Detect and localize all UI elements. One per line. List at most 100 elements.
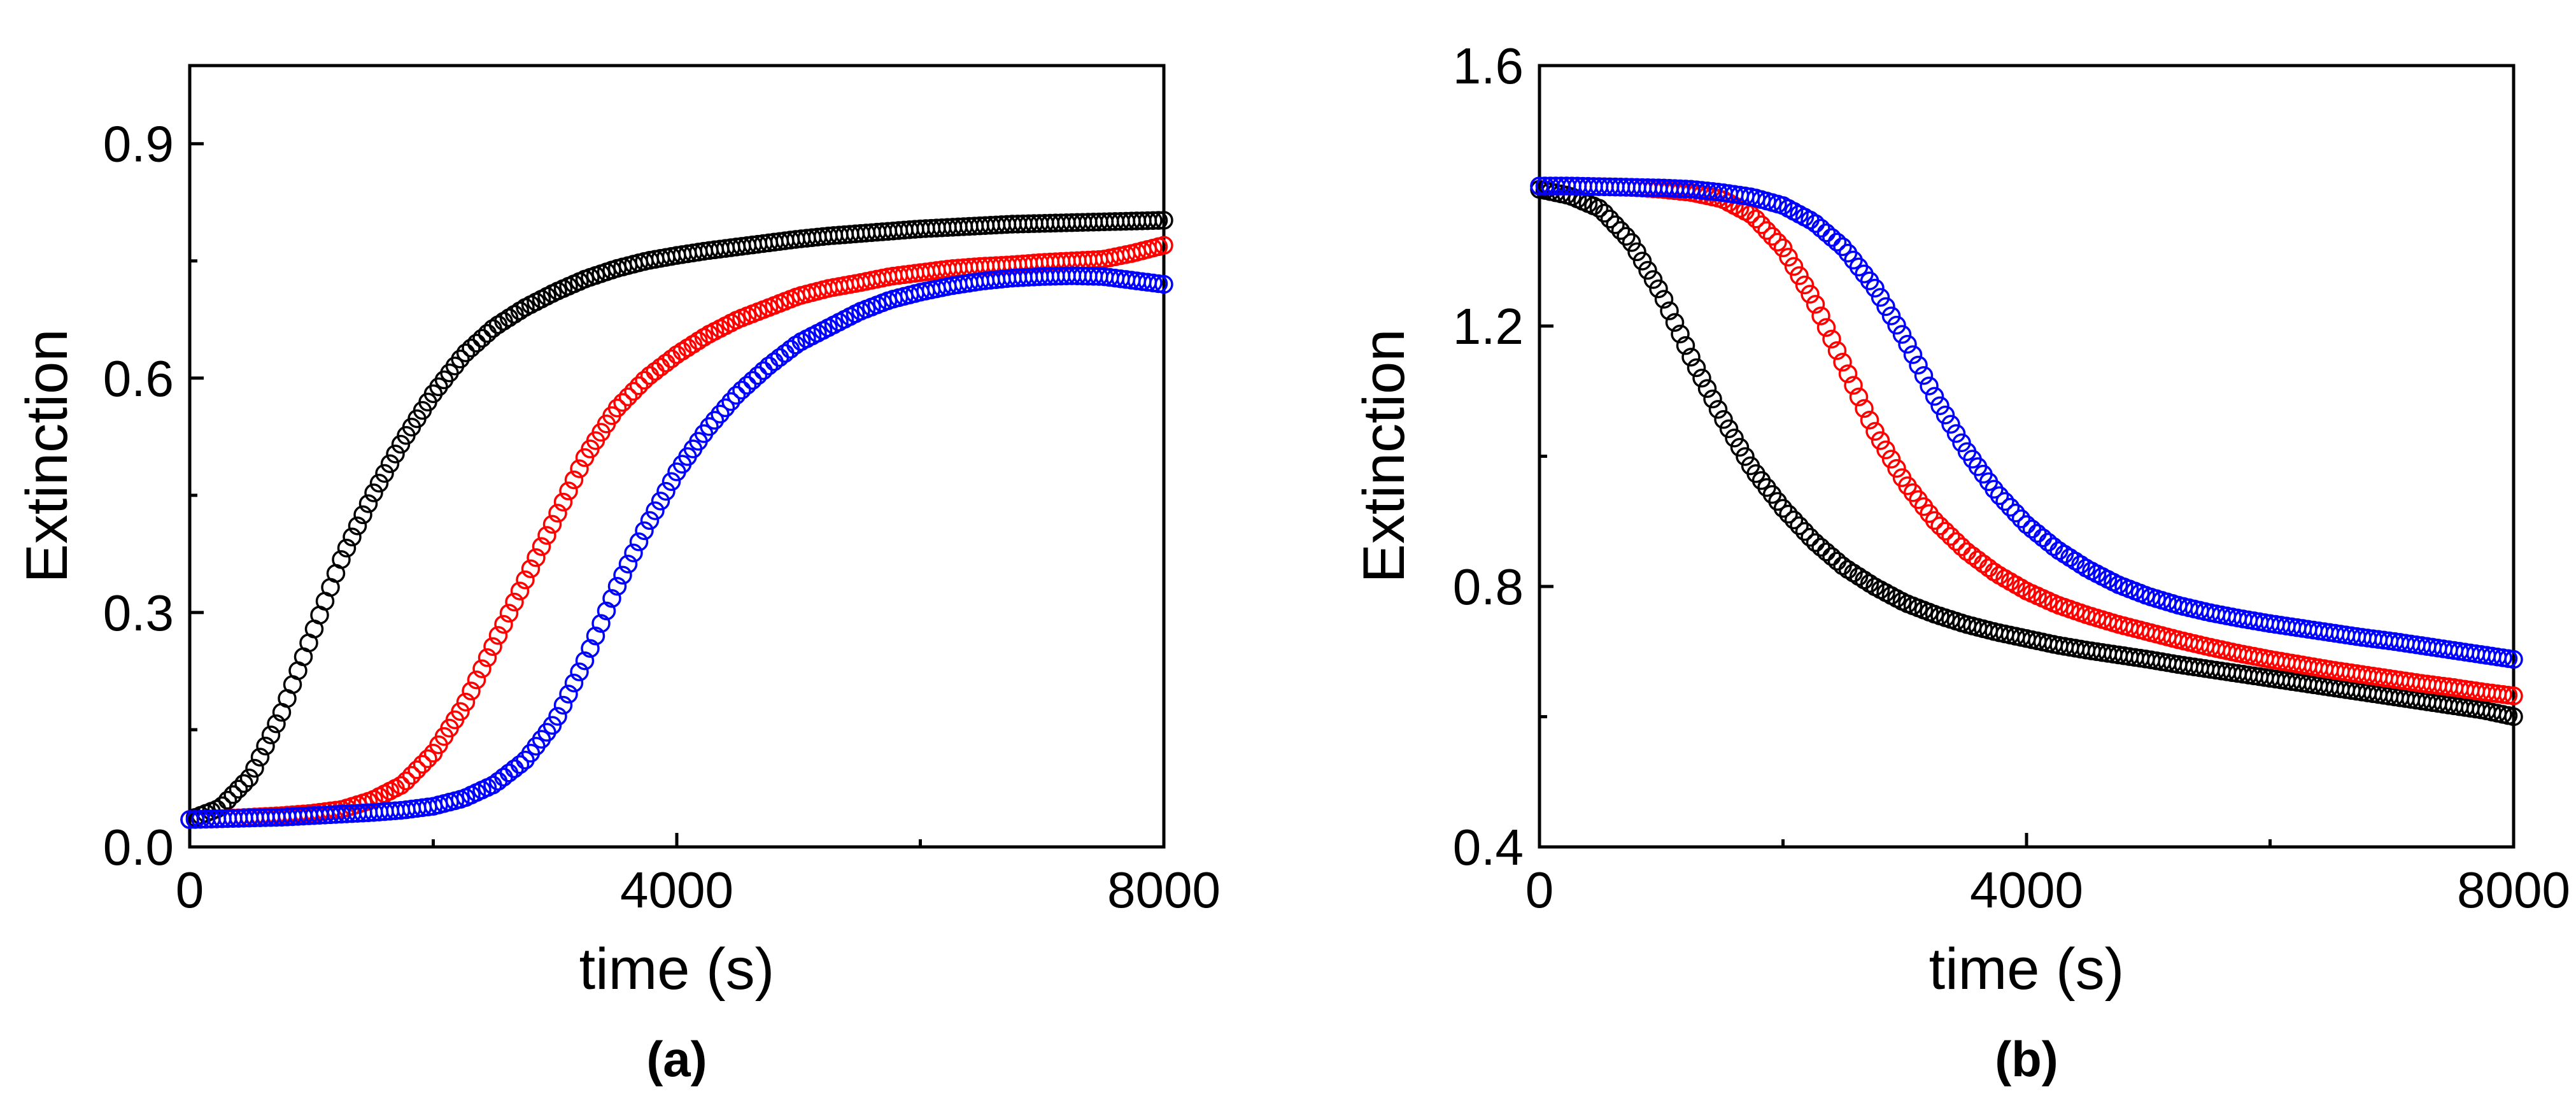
data-point	[1784, 257, 1804, 276]
data-point	[1914, 366, 1934, 385]
data-point	[575, 651, 595, 671]
data-point	[2006, 503, 2025, 523]
data-point	[1708, 400, 1728, 419]
data-point	[402, 765, 421, 785]
data-point	[1660, 301, 1679, 320]
ticks-a: 0 4000 8000 0.0 0.3 0.6 0.9	[103, 116, 1221, 918]
data-point	[527, 548, 546, 567]
data-point	[488, 626, 508, 645]
data-point	[1941, 415, 1960, 434]
data-point	[1703, 389, 1722, 409]
data-point	[1671, 324, 1690, 344]
y-tick-label: 0.6	[103, 350, 174, 407]
data-point	[1974, 554, 1993, 574]
data-point	[1963, 546, 1982, 565]
data-point	[618, 555, 638, 574]
data-point	[1806, 533, 1825, 552]
data-point	[700, 417, 719, 436]
data-point	[1784, 510, 1804, 530]
data-point	[1617, 227, 1636, 246]
data-point	[472, 329, 492, 348]
data-point	[467, 334, 486, 353]
data-point	[1909, 355, 1928, 375]
data-point	[607, 398, 627, 418]
data-point	[1860, 410, 1879, 430]
data-point	[1892, 325, 1912, 344]
panel-label-a: (a)	[646, 1031, 707, 1087]
data-point	[1822, 329, 1841, 349]
data-point	[1730, 437, 1750, 457]
x-axis-title-a: time (s)	[579, 937, 775, 1002]
data-point	[662, 472, 681, 492]
y-tick-label: 0.3	[103, 585, 174, 641]
y-tick-label: 0.9	[103, 116, 174, 173]
data-point	[348, 516, 367, 536]
data-point	[510, 581, 530, 600]
data-point	[721, 392, 740, 411]
data-point	[602, 589, 621, 608]
series-red	[1530, 176, 2523, 706]
data-point	[267, 714, 286, 734]
data-point	[1632, 252, 1652, 271]
data-point	[1665, 313, 1685, 332]
data-point	[732, 380, 751, 400]
data-point	[613, 393, 632, 412]
data-point	[1822, 547, 1841, 566]
data-point	[542, 716, 562, 735]
data-point	[1757, 221, 1776, 240]
ticks-b: 0 4000 8000 0.4 0.8 1.2 1.6	[1453, 38, 2570, 918]
data-point	[1589, 199, 1609, 218]
data-point	[1692, 369, 1711, 388]
data-point	[1752, 215, 1771, 234]
data-point	[2504, 707, 2523, 727]
x-tick-label: 0	[176, 862, 204, 918]
data-point	[635, 521, 654, 541]
data-point	[234, 774, 253, 793]
data-point	[537, 526, 556, 545]
data-point	[1816, 318, 1836, 337]
data-point	[1903, 345, 1923, 364]
data-point	[629, 532, 649, 551]
y-tick-label: 1.6	[1453, 38, 1524, 94]
data-point	[1990, 486, 2009, 506]
x-tick-label: 8000	[1107, 862, 1221, 918]
data-point	[337, 538, 357, 558]
data-point	[553, 695, 573, 715]
data-point	[2504, 650, 2523, 669]
data-point	[499, 764, 519, 783]
data-point	[1801, 527, 1820, 547]
data-point	[1638, 260, 1657, 280]
data-point	[1811, 218, 1830, 238]
data-point	[1154, 274, 1173, 294]
data-point	[1822, 228, 1841, 247]
data-point	[516, 570, 535, 590]
data-point	[1827, 232, 1847, 252]
data-point	[1687, 358, 1706, 378]
data-point	[1833, 353, 1852, 372]
data-point	[1936, 405, 1955, 425]
data-point	[1920, 376, 1939, 395]
data-point	[656, 481, 676, 501]
data-point	[613, 565, 632, 585]
data-point	[1816, 542, 1836, 562]
data-point	[1762, 227, 1782, 246]
data-point	[748, 366, 768, 385]
x-tick-label: 4000	[1970, 862, 2083, 918]
data-point	[726, 386, 746, 405]
data-point	[1795, 275, 1815, 295]
data-point	[358, 494, 378, 513]
data-point	[1838, 364, 1858, 383]
data-point	[1595, 204, 1614, 223]
data-point	[1779, 504, 1798, 524]
data-point	[1643, 270, 1663, 289]
data-point	[548, 504, 567, 523]
data-point	[586, 626, 605, 646]
data-point	[1827, 551, 1847, 571]
data-point	[591, 614, 611, 633]
data-point	[494, 614, 513, 634]
data-point	[1714, 410, 1733, 429]
data-point	[245, 758, 264, 778]
data-point	[1773, 238, 1793, 258]
data-point	[1627, 242, 1646, 262]
data-point	[743, 371, 762, 390]
